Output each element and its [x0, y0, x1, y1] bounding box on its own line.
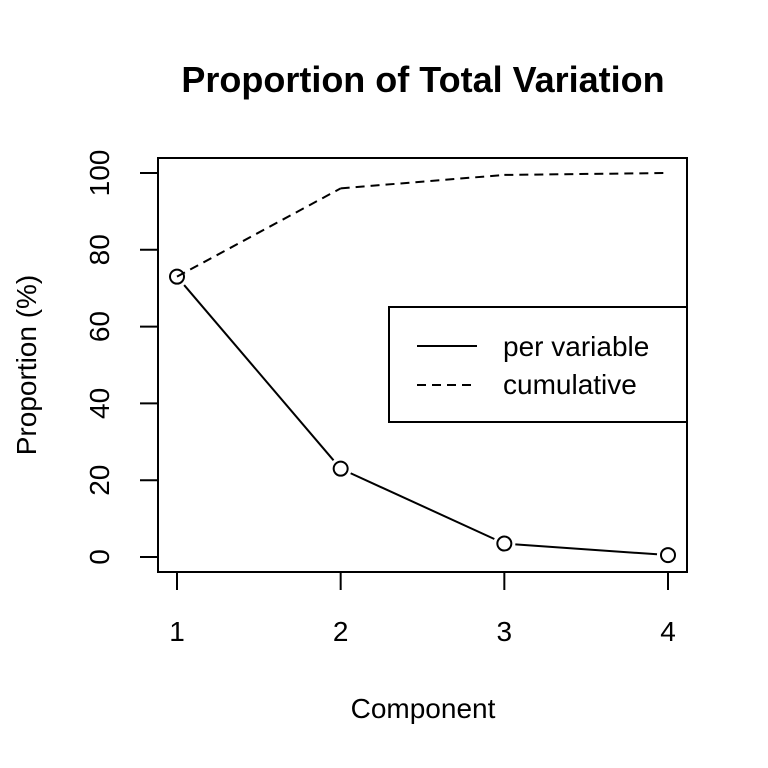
- legend-label-cumulative: cumulative: [503, 369, 637, 400]
- series-cumulative-segment: [176, 187, 342, 278]
- series-per-variable-segment: [183, 284, 335, 461]
- series-cumulative-segment: [340, 173, 505, 190]
- y-tick-label: 0: [84, 549, 115, 565]
- y-tick-label: 60: [84, 311, 115, 342]
- series-cumulative-segment: [504, 172, 669, 176]
- y-axis-title: Proportion (%): [11, 275, 42, 456]
- legend: per variable cumulative: [388, 306, 688, 423]
- series-layer: [169, 172, 676, 564]
- x-axis-title: Component: [351, 693, 496, 724]
- series-per-variable-segment: [350, 472, 495, 540]
- legend-label-per-variable: per variable: [503, 331, 649, 362]
- y-tick-label: 80: [84, 234, 115, 265]
- y-axis: 0 20 40 60 80 100: [84, 150, 159, 565]
- y-tick-label: 100: [84, 150, 115, 197]
- series-per-variable-point: [496, 535, 513, 552]
- x-tick-label: 3: [497, 616, 513, 647]
- y-tick-label: 20: [84, 465, 115, 496]
- chart-title: Proportion of Total Variation: [181, 59, 664, 100]
- x-tick-label: 1: [169, 616, 185, 647]
- x-axis: 1 2 3 4: [169, 571, 676, 647]
- series-per-variable-point: [660, 547, 676, 564]
- legend-box: [388, 306, 688, 423]
- y-tick-label: 40: [84, 388, 115, 419]
- series-per-variable-segment: [515, 543, 658, 556]
- series-per-variable-point: [332, 460, 349, 477]
- x-tick-label: 4: [660, 616, 676, 647]
- x-tick-label: 2: [333, 616, 349, 647]
